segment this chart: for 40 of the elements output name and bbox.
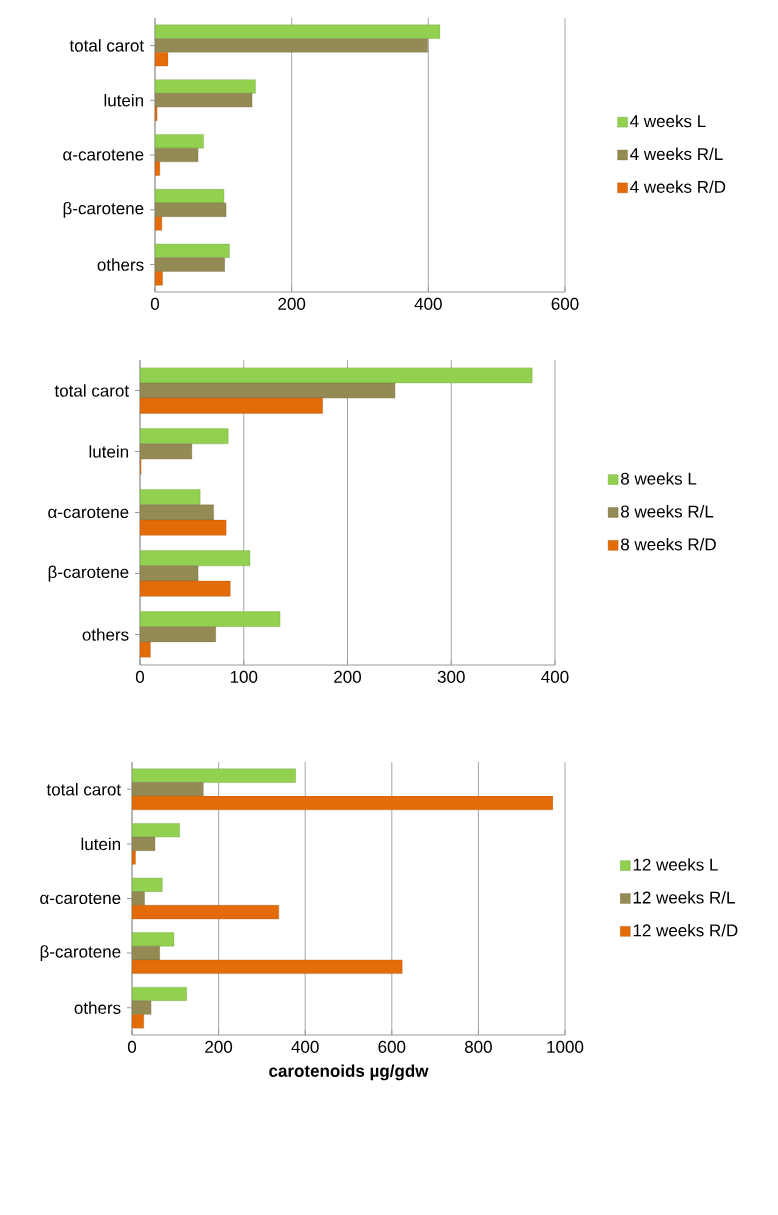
y-tick-label: total carot — [54, 384, 129, 397]
y-tick-label: lutein — [89, 445, 129, 458]
legend-label: 8 weeks R/L — [621, 505, 714, 518]
legend-label: 12 weeks L — [633, 858, 718, 871]
x-tick-label: 400 — [291, 1040, 319, 1053]
legend-label: 8 weeks L — [621, 472, 697, 485]
y-tick-label: others — [82, 628, 129, 641]
legend-label: 12 weeks R/D — [633, 923, 738, 937]
y-tick-label: α-carotene — [48, 506, 129, 519]
x-tick-label: 400 — [541, 670, 569, 683]
x-tick-label: 200 — [278, 297, 306, 310]
y-tick-label: total carot — [69, 39, 144, 52]
x-tick-label: 100 — [230, 670, 258, 683]
y-tick-label: β-carotene — [48, 565, 129, 582]
y-tick-label: total carot — [46, 783, 121, 796]
x-tick-label: 0 — [135, 670, 145, 683]
x-tick-label: 200 — [334, 670, 362, 683]
y-tick-label: β-carotene — [63, 201, 144, 218]
x-tick-label: 1000 — [547, 1040, 584, 1053]
y-tick-label: α-carotene — [40, 892, 121, 905]
y-tick-label: lutein — [104, 93, 144, 107]
x-tick-label: 800 — [464, 1040, 492, 1053]
legend-label: 4 weeks R/D — [630, 180, 726, 193]
y-tick-label: α-carotene — [63, 149, 144, 161]
legend-label: 12 weeks R/L — [633, 891, 735, 904]
legend-label: 4 weeks L — [630, 114, 706, 128]
x-tick-label: 600 — [378, 1040, 406, 1053]
y-tick-label: β-carotene — [40, 945, 121, 962]
y-tick-label: others — [97, 258, 144, 271]
x-tick-label: 600 — [551, 297, 579, 310]
x-tick-label: 0 — [127, 1040, 137, 1053]
x-axis-title: carotenoids µg/gdw — [269, 1064, 429, 1081]
x-tick-label: 300 — [437, 670, 465, 683]
x-tick-label: 0 — [150, 297, 160, 310]
x-tick-label: 200 — [205, 1040, 233, 1053]
y-tick-label: lutein — [81, 837, 121, 851]
legend-label: 8 weeks R/D — [621, 537, 716, 551]
y-tick-label: others — [74, 1001, 121, 1014]
x-tick-label: 400 — [414, 297, 442, 310]
legend-label: 4 weeks R/L — [630, 147, 723, 161]
